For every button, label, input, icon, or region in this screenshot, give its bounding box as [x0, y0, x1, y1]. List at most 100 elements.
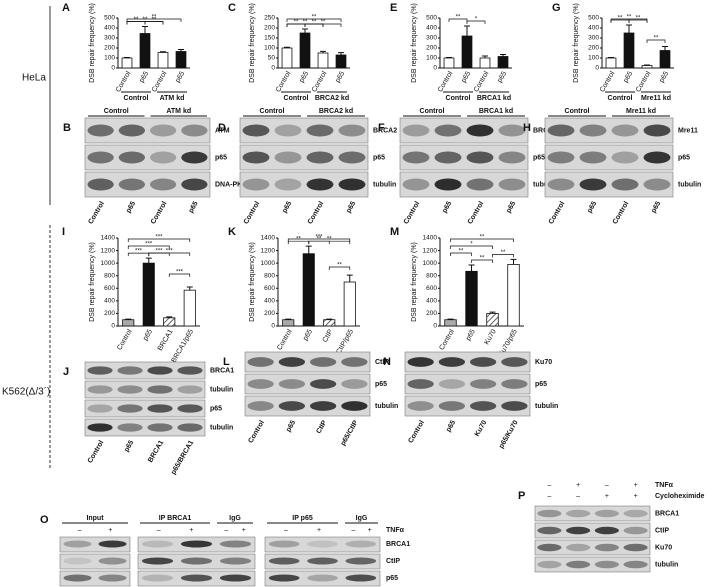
lane-label: p65/BRCA1	[170, 439, 195, 476]
significance-label: **	[636, 16, 641, 22]
error-bar	[305, 245, 312, 254]
row-label: tubulin	[678, 181, 701, 188]
blot-band	[274, 151, 302, 164]
bar	[641, 65, 653, 69]
lane-label: p65	[281, 200, 293, 214]
x-tick-label: CtIP/p65	[335, 328, 355, 355]
row-label: BRCA1	[655, 510, 679, 517]
blot-band	[181, 178, 208, 191]
blot-band	[87, 423, 113, 432]
y-tick-label: 100	[426, 55, 437, 62]
blot-band	[63, 574, 92, 582]
lane-label: p65	[586, 200, 598, 214]
y-tick-label: 500	[104, 15, 115, 22]
error-bar	[446, 57, 452, 58]
group-label: Control	[420, 108, 445, 115]
blot-band	[338, 124, 366, 137]
significance-bracket	[450, 238, 514, 242]
error-bar	[178, 49, 184, 52]
blot-band	[177, 423, 203, 432]
y-axis-label: DSB repair frequency (%)	[249, 242, 256, 322]
error-bar	[489, 311, 496, 314]
y-axis-label: DSB repair frequency (%)	[89, 3, 96, 83]
significance-label: ***	[315, 235, 323, 241]
y-axis-label: DSB repair frequency (%)	[89, 242, 96, 322]
significance-bracket	[127, 245, 170, 249]
y-tick-label: 0	[271, 65, 275, 72]
blot-band	[579, 178, 607, 191]
blot-band	[150, 151, 177, 164]
blot-band	[579, 124, 607, 137]
bar	[302, 253, 315, 327]
panel-letter: D	[218, 122, 226, 134]
y-tick-label: 500	[426, 15, 437, 22]
blot-band	[438, 357, 465, 367]
bar	[157, 52, 169, 69]
significance-label: **	[456, 15, 461, 21]
row-label: p65	[215, 154, 227, 161]
bar	[175, 51, 187, 69]
sign: –	[78, 527, 82, 534]
bar	[142, 262, 155, 327]
bar	[479, 57, 491, 69]
bar	[605, 57, 617, 69]
panel-letter: O	[40, 514, 49, 526]
blot-band	[118, 124, 145, 137]
blot-band	[117, 404, 143, 413]
blot-band	[498, 151, 526, 164]
blot-band	[501, 401, 528, 411]
bar	[461, 35, 473, 69]
row-label: p65	[535, 381, 547, 388]
lane-label: p65	[441, 200, 453, 214]
blot-band	[63, 557, 92, 565]
significance-label: **	[480, 256, 485, 262]
blot-band	[566, 509, 591, 518]
y-tick-label: 200	[264, 310, 275, 317]
significance-bracket	[628, 19, 648, 23]
sign: –	[351, 527, 355, 534]
lane-label: p65	[125, 200, 137, 214]
x-tick-label: p65	[622, 70, 634, 84]
group-label: Control	[608, 95, 633, 102]
blot-band	[242, 124, 270, 137]
group-label: BRCA1 kd	[479, 108, 513, 115]
y-axis-label: DSB repair frequency (%)	[249, 3, 256, 83]
lane-label: p65	[445, 419, 457, 433]
y-tick-label: 0	[595, 65, 599, 72]
y-tick-label: 1200	[101, 247, 116, 254]
blot-band	[623, 543, 648, 552]
y-tick-label: 600	[426, 285, 437, 292]
significance-label: ***	[155, 235, 163, 241]
significance-bracket	[127, 238, 191, 242]
x-tick-label: Control	[311, 70, 329, 93]
significance-label: ***	[176, 270, 184, 276]
error-bar	[125, 318, 132, 320]
y-tick-label: 400	[104, 298, 115, 305]
y-tick-label: 1000	[423, 260, 438, 267]
significance-label: **	[654, 36, 659, 42]
blot-band	[579, 151, 607, 164]
x-tick-label: Control	[635, 70, 653, 93]
blot-band	[434, 151, 462, 164]
blot-band	[87, 178, 114, 191]
bar	[486, 313, 499, 327]
error-bar	[482, 55, 488, 58]
row-label: ATM	[215, 127, 230, 134]
significance-label: **	[152, 15, 157, 21]
panel-letter: H	[523, 122, 531, 134]
lane-label: p65	[188, 200, 200, 214]
group-label: Mre11 kd	[626, 108, 656, 115]
blot-band	[498, 124, 526, 137]
blot-band	[278, 379, 305, 389]
bar	[121, 57, 133, 69]
group-label: Control	[446, 95, 471, 102]
blot-band	[623, 509, 648, 518]
blot-band	[117, 385, 143, 394]
x-tick-label: p65	[658, 70, 670, 84]
group-label: BRCA1 kd	[477, 95, 511, 102]
error-bar	[166, 316, 173, 318]
y-axis-label: DSB repair frequency (%)	[411, 3, 418, 83]
x-tick-label: Control	[438, 328, 456, 351]
significance-bracket	[450, 245, 493, 249]
